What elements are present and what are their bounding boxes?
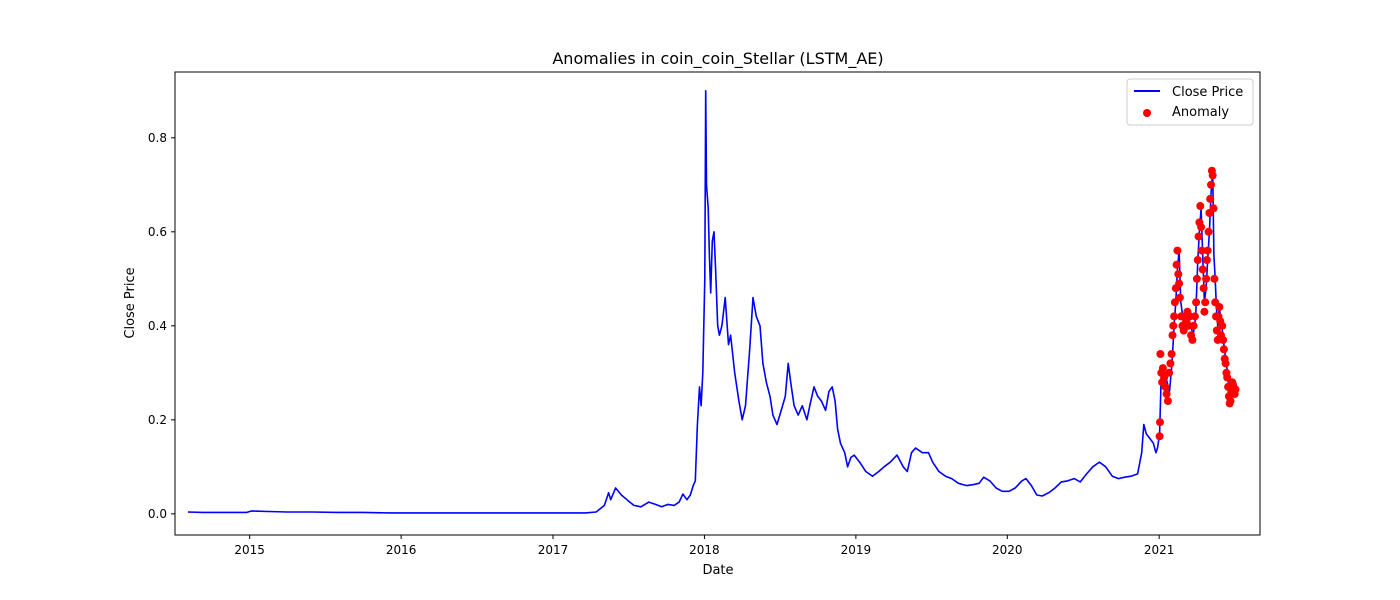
anomaly-point	[1156, 418, 1164, 427]
anomaly-point	[1170, 312, 1179, 321]
anomaly-point	[1198, 265, 1207, 274]
anomaly-point	[1190, 312, 1199, 321]
x-tick-label: 2017	[538, 543, 569, 557]
anomaly-point	[1226, 397, 1235, 405]
anomaly-point	[1201, 298, 1210, 307]
anomaly-point	[1155, 432, 1164, 441]
anomaly-point	[1188, 335, 1197, 344]
anomaly-point	[1162, 390, 1171, 398]
anomaly-point	[1175, 293, 1184, 302]
anomaly-point	[1161, 382, 1170, 391]
anomaly-point	[1172, 260, 1181, 269]
anomaly-point	[1169, 321, 1178, 330]
anomaly-point	[1215, 303, 1224, 311]
anomaly-point	[1196, 202, 1205, 210]
anomaly-point	[1193, 256, 1202, 264]
x-tick-label: 2020	[992, 543, 1023, 557]
plot-frame	[174, 71, 1261, 536]
x-tick-label: 2018	[689, 543, 720, 557]
x-axis-title: Date	[702, 563, 733, 578]
anomaly-point	[1199, 284, 1208, 293]
anomaly-point	[1194, 232, 1203, 241]
y-tick-label: 0.8	[148, 131, 167, 145]
y-axis-title: Close Price	[123, 267, 138, 338]
anomaly-point	[1209, 204, 1218, 213]
y-tick-label: 0.2	[148, 413, 167, 427]
anomaly-point	[1168, 331, 1177, 340]
anomaly-point	[1197, 223, 1206, 232]
anomaly-point	[1166, 359, 1175, 368]
anomaly-point	[1219, 345, 1228, 354]
anomaly-point	[1219, 335, 1228, 344]
anomaly-point	[1218, 321, 1227, 330]
anomaly-point	[1156, 350, 1165, 358]
anomaly-point	[1192, 274, 1201, 283]
anomaly-point	[1192, 298, 1201, 307]
anomaly-point	[1173, 246, 1182, 255]
anomaly-point	[1165, 368, 1174, 377]
anomaly-point	[1202, 274, 1211, 283]
anomaly-point	[1158, 364, 1167, 373]
close-price-series-line	[187, 90, 1238, 514]
anomaly-point	[1210, 274, 1219, 283]
x-tick-label: 2021	[1144, 543, 1175, 557]
anomaly-point	[1197, 246, 1206, 255]
anomaly-point	[1163, 397, 1172, 405]
x-tick-label: 2015	[234, 543, 265, 557]
y-tick-label: 0.4	[148, 319, 167, 333]
anomaly-point	[1223, 373, 1232, 382]
y-axis: 0.0 0.2 0.4 0.6 0.8	[148, 131, 175, 521]
anomaly-point	[1175, 279, 1184, 288]
legend-anomaly-swatch	[1143, 109, 1151, 117]
anomaly-point	[1200, 307, 1209, 316]
anomaly-point	[1167, 350, 1176, 358]
legend-label-anomaly: Anomaly	[1172, 105, 1229, 120]
x-tick-label: 2016	[386, 543, 417, 557]
y-tick-label: 0.0	[148, 507, 167, 521]
anomaly-point	[1231, 385, 1240, 394]
anomaly-point	[1174, 270, 1183, 279]
anomaly-point	[1189, 321, 1198, 330]
plot-area	[187, 90, 1240, 514]
legend: Close Price Anomaly	[1126, 78, 1254, 126]
anomaly-point	[1207, 180, 1215, 189]
anomaly-point	[1208, 171, 1217, 180]
chart-title: Anomalies in coin_coin_Stellar (LSTM_AE)	[552, 49, 883, 69]
anomaly-point	[1203, 246, 1212, 255]
legend-label-close-price: Close Price	[1172, 85, 1243, 100]
x-axis: 2015 2016 2017 2018 2019 2020 2021	[234, 535, 1174, 557]
anomaly-point	[1202, 256, 1211, 264]
anomaly-point	[1206, 194, 1215, 203]
y-tick-label: 0.6	[148, 225, 167, 239]
anomaly-point	[1170, 298, 1179, 307]
anomaly-point	[1204, 227, 1213, 236]
x-tick-label: 2019	[841, 543, 872, 557]
anomaly-point	[1221, 359, 1230, 368]
